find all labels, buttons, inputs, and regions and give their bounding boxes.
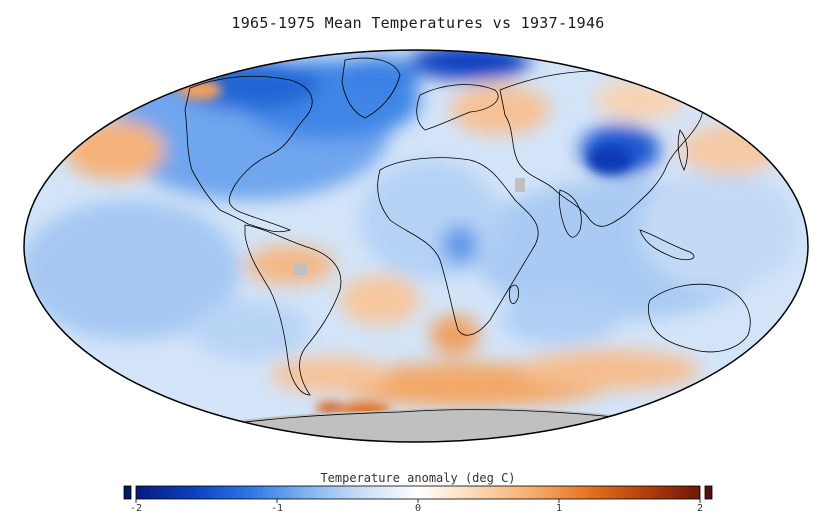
map-title: 1965-1975 Mean Temperatures vs 1937-1946 [231,14,605,32]
colorbar-tick-label: 2 [696,503,704,514]
colorbar-title: Temperature anomaly (deg C) [320,471,516,485]
colorbar-tick-label: -2 [129,503,143,514]
anomaly-field [24,50,808,442]
colorbar-gradient [135,485,701,500]
colorbar-over-swatch [704,485,713,500]
colorbar-tick-label: 0 [414,503,422,514]
globe-outline [23,49,809,443]
colorbar-under-swatch [123,485,132,500]
anomaly-map [23,49,809,443]
colorbar [123,485,713,503]
colorbar-tick-label: 1 [555,503,563,514]
colorbar-tick-label: -1 [270,503,284,514]
